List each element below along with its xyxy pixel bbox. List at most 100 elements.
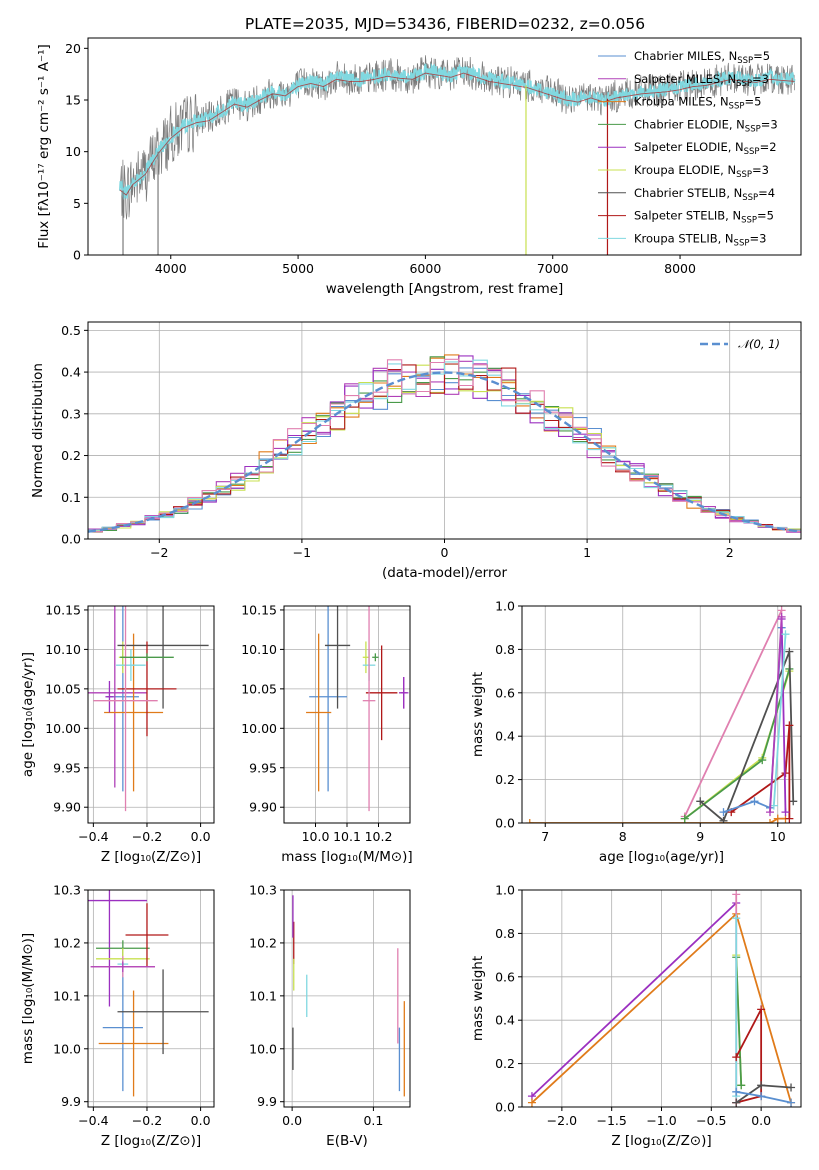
y-tick-label: 0.1 xyxy=(61,490,81,505)
legend-item-0: Chabrier MILES, NSSP=5 xyxy=(598,49,770,66)
y-tick-label: 0.6 xyxy=(495,685,515,700)
grid xyxy=(284,889,410,1107)
data-point-9 xyxy=(93,606,158,812)
y-tick-label: 10.00 xyxy=(45,721,81,736)
x-tick-label: 7000 xyxy=(537,261,569,276)
legend-label: Salpeter STELIB, NSSP=5 xyxy=(634,209,774,226)
y-tick-label: 10.2 xyxy=(249,935,277,950)
axes: −0.4 −0.2 0.0 9.90 9.95 10.00 10.05 10.10 10.15 Z… xyxy=(20,602,215,865)
x-axis-label: mass [log₁₀(M/M⊙)] xyxy=(281,849,412,865)
data-point-4 xyxy=(398,677,409,709)
x-tick-label: 4000 xyxy=(155,261,187,276)
legend-label: Kroupa ELODIE, NSSP=3 xyxy=(634,163,769,180)
axes-frame xyxy=(87,37,802,256)
model-spectrum xyxy=(119,62,796,201)
gaussian-reference-line xyxy=(88,371,801,533)
y-tick-label: 10.2 xyxy=(53,935,81,950)
x-tick-label: 0.1 xyxy=(363,1113,383,1128)
axes: −2.0 −1.5 −1.0 −0.5 0.0 0.0 0.2 0.4 0.6 0.8 1.0 Z [… xyxy=(470,883,802,1149)
plot-area xyxy=(306,606,409,812)
series-marker xyxy=(787,1083,796,1092)
series-marker xyxy=(719,816,728,823)
plot-area xyxy=(88,606,209,812)
x-tick-label: 0.0 xyxy=(751,1113,771,1128)
panel-weight-z: −2.0 −1.5 −1.0 −0.5 0.0 0.0 0.2 0.4 0.6 0.8 1.0 Z [… xyxy=(470,883,802,1149)
series-marker xyxy=(789,797,798,806)
y-tick-label: 0.6 xyxy=(495,969,515,984)
residual-histogram-6 xyxy=(88,363,801,533)
data-point-0 xyxy=(309,606,347,792)
y-tick-label: 9.90 xyxy=(249,800,277,815)
y-axis-label: Flux [fλ10⁻¹⁷ erg cm⁻² s⁻¹ A⁻¹] xyxy=(36,44,52,249)
series-line-9 xyxy=(769,616,783,813)
axes-frame xyxy=(87,889,215,1108)
y-tick-label: 10.0 xyxy=(249,1041,277,1056)
grid xyxy=(522,889,801,1108)
data-point-5 xyxy=(362,641,370,674)
x-axis-label: Z [log₁₀(Z/Z⊙)] xyxy=(101,1133,201,1149)
series-marker xyxy=(696,797,705,806)
y-tick-label: 0 xyxy=(73,248,81,263)
x-tick-label: 6000 xyxy=(409,261,441,276)
y-tick-label: 10.05 xyxy=(241,681,277,696)
legend-label: Kroupa MILES, NSSP=5 xyxy=(634,95,761,112)
series-marker xyxy=(757,1092,766,1101)
x-tick-label: −0.2 xyxy=(132,829,162,844)
data-point-2 xyxy=(306,633,332,792)
axes-frame xyxy=(521,605,802,824)
x-axis-label: (data-model)/error xyxy=(382,565,508,581)
series-marker xyxy=(758,756,767,765)
y-tick-label: 9.95 xyxy=(249,760,277,775)
x-tick-label: 2 xyxy=(726,545,734,560)
x-tick-label: −1 xyxy=(293,545,311,560)
axes: 4000 5000 6000 7000 8000 0 5 10 15 20 wavelength [… xyxy=(36,37,802,297)
y-tick-label: 10.10 xyxy=(45,642,81,657)
x-tick-label: 10.0 xyxy=(302,829,330,844)
series-marker xyxy=(525,819,534,823)
y-tick-label: 1.0 xyxy=(495,599,515,614)
y-tick-label: 0.2 xyxy=(61,448,81,463)
data-point-7 xyxy=(365,645,398,741)
y-tick-label: 9.95 xyxy=(53,760,81,775)
legend-label: 𝒩(0, 1) xyxy=(738,337,780,351)
series-marker xyxy=(737,1081,746,1090)
legend-item-6: Chabrier STELIB, NSSP=4 xyxy=(598,186,775,203)
y-tick-label: 9.90 xyxy=(53,800,81,815)
plot-area xyxy=(88,354,801,533)
axes-frame xyxy=(87,605,215,824)
axes: −2 −1 0 1 2 0.0 0.1 0.2 0.3 0.4 0.5 (data-model)/er… xyxy=(30,321,802,581)
y-tick-label: 10 xyxy=(65,144,81,159)
grid xyxy=(88,606,214,823)
x-tick-label: 8000 xyxy=(664,261,696,276)
legend-label: Salpeter ELODIE, NSSP=2 xyxy=(634,140,777,157)
data-point-9 xyxy=(362,606,376,812)
x-tick-label: 0 xyxy=(441,545,449,560)
y-tick-label: 9.9 xyxy=(61,1094,81,1109)
series-marker xyxy=(750,797,759,806)
residual-legend: 𝒩(0, 1) xyxy=(700,337,780,351)
axes: 10.0 10.1 10.2 9.90 9.95 10.00 10.05 10.10 10.15… xyxy=(241,602,413,865)
x-tick-label: 8 xyxy=(619,829,627,844)
y-axis-label: mass weight xyxy=(470,672,486,757)
legend-item-4: Salpeter ELODIE, NSSP=2 xyxy=(598,140,777,157)
data-point-5 xyxy=(117,969,209,1055)
plot-area xyxy=(292,895,405,1097)
legend-label: Chabrier STELIB, NSSP=4 xyxy=(634,186,775,203)
y-tick-label: 10.10 xyxy=(241,642,277,657)
legend-item-1: Salpeter MILES, NSSP=3 xyxy=(598,72,769,89)
series-marker xyxy=(773,814,782,823)
plot-area xyxy=(119,55,796,255)
spectrum-legend: Chabrier MILES, NSSP=5 Salpeter MILES, NS… xyxy=(598,49,778,248)
series-marker xyxy=(680,814,689,823)
y-tick-label: 0.8 xyxy=(495,642,515,657)
series-line-0 xyxy=(531,902,737,1097)
x-tick-label: 9 xyxy=(696,829,704,844)
x-tick-label: 0.0 xyxy=(282,1113,302,1128)
series-marker xyxy=(527,1098,536,1107)
series-marker xyxy=(732,914,741,923)
data-point-9 xyxy=(90,961,156,973)
series-marker xyxy=(732,890,741,899)
x-tick-label: 7 xyxy=(541,829,549,844)
y-tick-label: 0.3 xyxy=(61,406,81,421)
